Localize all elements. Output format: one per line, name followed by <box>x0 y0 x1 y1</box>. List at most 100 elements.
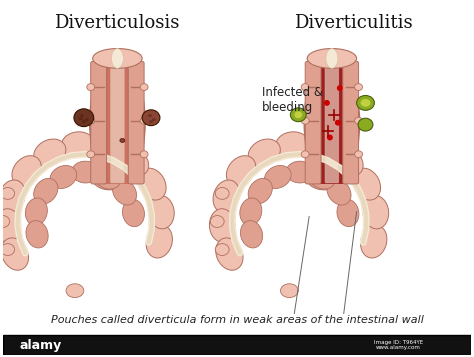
Ellipse shape <box>337 199 359 227</box>
Text: Pouches called diverticula form in weak areas of the intestinal wall: Pouches called diverticula form in weak … <box>51 315 423 325</box>
Ellipse shape <box>34 139 66 167</box>
Ellipse shape <box>85 118 89 121</box>
Ellipse shape <box>210 209 235 242</box>
Ellipse shape <box>216 238 243 270</box>
FancyBboxPatch shape <box>325 62 339 183</box>
Ellipse shape <box>248 178 273 204</box>
Ellipse shape <box>306 164 342 190</box>
Text: Infected &
bleeding: Infected & bleeding <box>262 86 323 114</box>
Ellipse shape <box>312 149 348 175</box>
Ellipse shape <box>140 151 148 158</box>
Ellipse shape <box>118 147 149 176</box>
Circle shape <box>264 186 335 257</box>
Ellipse shape <box>152 118 156 121</box>
FancyBboxPatch shape <box>101 61 133 184</box>
Ellipse shape <box>355 151 363 158</box>
Ellipse shape <box>82 120 86 123</box>
Ellipse shape <box>355 117 363 124</box>
Ellipse shape <box>1 187 15 199</box>
Ellipse shape <box>79 117 83 120</box>
Ellipse shape <box>34 178 58 204</box>
Circle shape <box>324 100 330 106</box>
Ellipse shape <box>294 111 302 118</box>
Ellipse shape <box>80 114 84 117</box>
Ellipse shape <box>1 243 15 256</box>
Ellipse shape <box>25 198 47 225</box>
Ellipse shape <box>353 168 381 200</box>
Ellipse shape <box>111 49 123 68</box>
Circle shape <box>335 120 341 126</box>
FancyBboxPatch shape <box>305 61 321 184</box>
Ellipse shape <box>148 114 152 117</box>
Ellipse shape <box>112 179 137 205</box>
Ellipse shape <box>91 164 128 190</box>
Circle shape <box>49 186 120 257</box>
FancyBboxPatch shape <box>128 61 144 184</box>
Ellipse shape <box>227 156 256 186</box>
Ellipse shape <box>93 49 142 68</box>
Ellipse shape <box>138 168 166 200</box>
Ellipse shape <box>213 180 240 213</box>
Circle shape <box>327 135 333 140</box>
Ellipse shape <box>264 166 291 188</box>
Ellipse shape <box>12 156 41 186</box>
Ellipse shape <box>98 149 133 175</box>
Ellipse shape <box>87 117 95 124</box>
Ellipse shape <box>305 135 338 161</box>
Ellipse shape <box>149 120 153 123</box>
Ellipse shape <box>248 139 280 167</box>
Ellipse shape <box>215 187 229 199</box>
Text: alamy: alamy <box>19 338 62 352</box>
Ellipse shape <box>0 216 9 227</box>
Text: Diverticulitis: Diverticulitis <box>294 14 413 32</box>
Ellipse shape <box>301 151 309 158</box>
Ellipse shape <box>327 179 351 205</box>
Ellipse shape <box>146 225 173 258</box>
Ellipse shape <box>210 216 224 227</box>
Ellipse shape <box>358 118 373 131</box>
Ellipse shape <box>120 139 125 142</box>
Ellipse shape <box>240 198 262 225</box>
Ellipse shape <box>326 49 338 68</box>
Ellipse shape <box>0 180 25 213</box>
Ellipse shape <box>355 84 363 91</box>
Ellipse shape <box>26 221 48 248</box>
FancyBboxPatch shape <box>3 335 471 355</box>
Ellipse shape <box>361 225 387 258</box>
Ellipse shape <box>50 166 77 188</box>
Ellipse shape <box>122 199 145 227</box>
Ellipse shape <box>87 84 95 91</box>
Ellipse shape <box>0 209 21 242</box>
Ellipse shape <box>307 49 356 68</box>
FancyBboxPatch shape <box>91 61 107 184</box>
Ellipse shape <box>332 147 363 176</box>
Ellipse shape <box>301 84 309 91</box>
Text: Diverticulosis: Diverticulosis <box>54 14 179 32</box>
Ellipse shape <box>286 161 314 183</box>
FancyBboxPatch shape <box>110 62 124 183</box>
Ellipse shape <box>361 99 370 107</box>
Ellipse shape <box>276 132 310 157</box>
Ellipse shape <box>140 117 148 124</box>
Ellipse shape <box>356 95 374 110</box>
Ellipse shape <box>94 166 120 189</box>
FancyBboxPatch shape <box>343 61 358 184</box>
Ellipse shape <box>363 195 389 229</box>
Ellipse shape <box>240 221 263 248</box>
Ellipse shape <box>74 109 94 127</box>
Ellipse shape <box>301 117 309 124</box>
Ellipse shape <box>87 151 95 158</box>
Ellipse shape <box>91 135 124 161</box>
Ellipse shape <box>309 166 335 189</box>
Ellipse shape <box>1 238 28 270</box>
Ellipse shape <box>304 55 360 190</box>
Ellipse shape <box>61 132 95 157</box>
Ellipse shape <box>148 195 174 229</box>
Ellipse shape <box>72 161 99 183</box>
Ellipse shape <box>215 243 229 256</box>
Ellipse shape <box>66 284 84 298</box>
Ellipse shape <box>291 108 306 122</box>
Text: Image ID: T964YE
www.alamy.com: Image ID: T964YE www.alamy.com <box>374 340 423 351</box>
Circle shape <box>337 85 343 91</box>
Ellipse shape <box>90 55 145 190</box>
